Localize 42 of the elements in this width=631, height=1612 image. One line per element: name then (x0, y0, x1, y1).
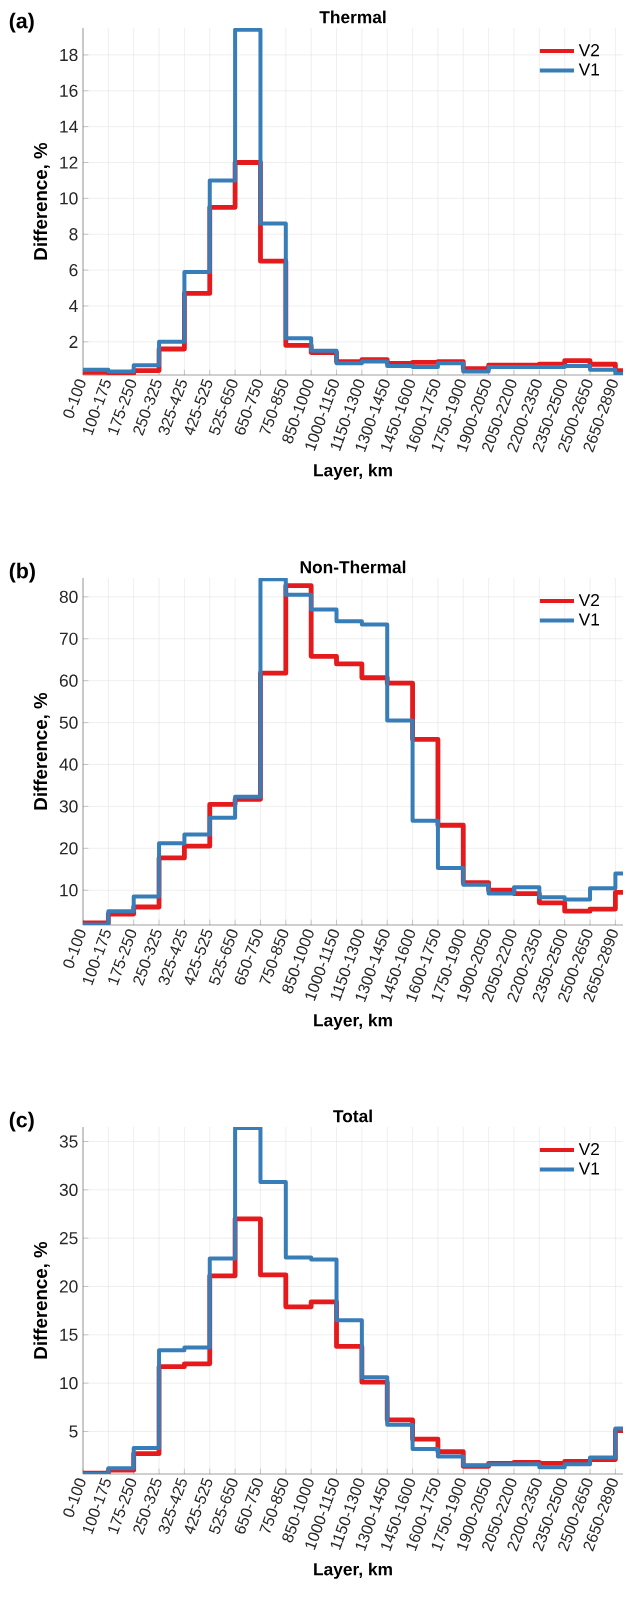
y-tick-label: 12 (60, 156, 78, 169)
legend-label: V2 (578, 1143, 599, 1156)
y-tick-label: 18 (60, 48, 78, 62)
y-tick-label: 5 (69, 1425, 78, 1438)
text: (b) (9, 562, 35, 583)
y-tick-label: 2 (69, 335, 78, 348)
y-axis-title: Difference, % (33, 142, 50, 260)
y-tick-label: 30 (59, 800, 78, 813)
x-axis-title: Layer, km (314, 1562, 392, 1579)
legend-label: V1 (578, 613, 600, 626)
y-tick-label: 30 (59, 1183, 78, 1196)
y-tick-label: 80 (59, 590, 78, 603)
legend-label: V2 (578, 594, 599, 607)
y-tick-label: 35 (59, 1135, 78, 1148)
y-axis-title: Difference, % (33, 692, 50, 810)
legend-label: V1 (578, 63, 600, 76)
chart-title: Thermal (319, 10, 386, 24)
chart-title: Non-Thermal (300, 560, 406, 574)
y-tick-label: 40 (59, 758, 78, 771)
y-tick-label: 10 (60, 1377, 78, 1390)
y-tick-label: 4 (69, 300, 78, 312)
y-tick-label: 20 (59, 842, 78, 855)
y-tick-label: 10 (60, 192, 78, 205)
legend-label: V1 (578, 1162, 600, 1175)
y-tick-label: 10 (60, 884, 78, 897)
text: (a) (9, 12, 34, 33)
y-tick-label: 16 (60, 84, 78, 97)
y-tick-label: 50 (59, 716, 78, 729)
legend-label: V2 (578, 44, 599, 57)
x-axis-title: Layer, km (314, 463, 392, 480)
y-tick-label: 6 (69, 263, 78, 277)
y-tick-label: 8 (69, 228, 78, 241)
text: (c) (9, 1111, 34, 1132)
y-tick-label: 15 (60, 1328, 78, 1341)
x-axis-title: Layer, km (314, 1013, 392, 1030)
y-axis-title: Difference, % (33, 1241, 50, 1359)
y-tick-label: 25 (59, 1232, 78, 1245)
y-tick-label: 60 (59, 674, 78, 687)
y-tick-label: 14 (60, 120, 78, 133)
y-tick-label: 20 (59, 1280, 78, 1293)
y-tick-label: 70 (59, 632, 78, 645)
chart-title: Total (333, 1109, 372, 1123)
